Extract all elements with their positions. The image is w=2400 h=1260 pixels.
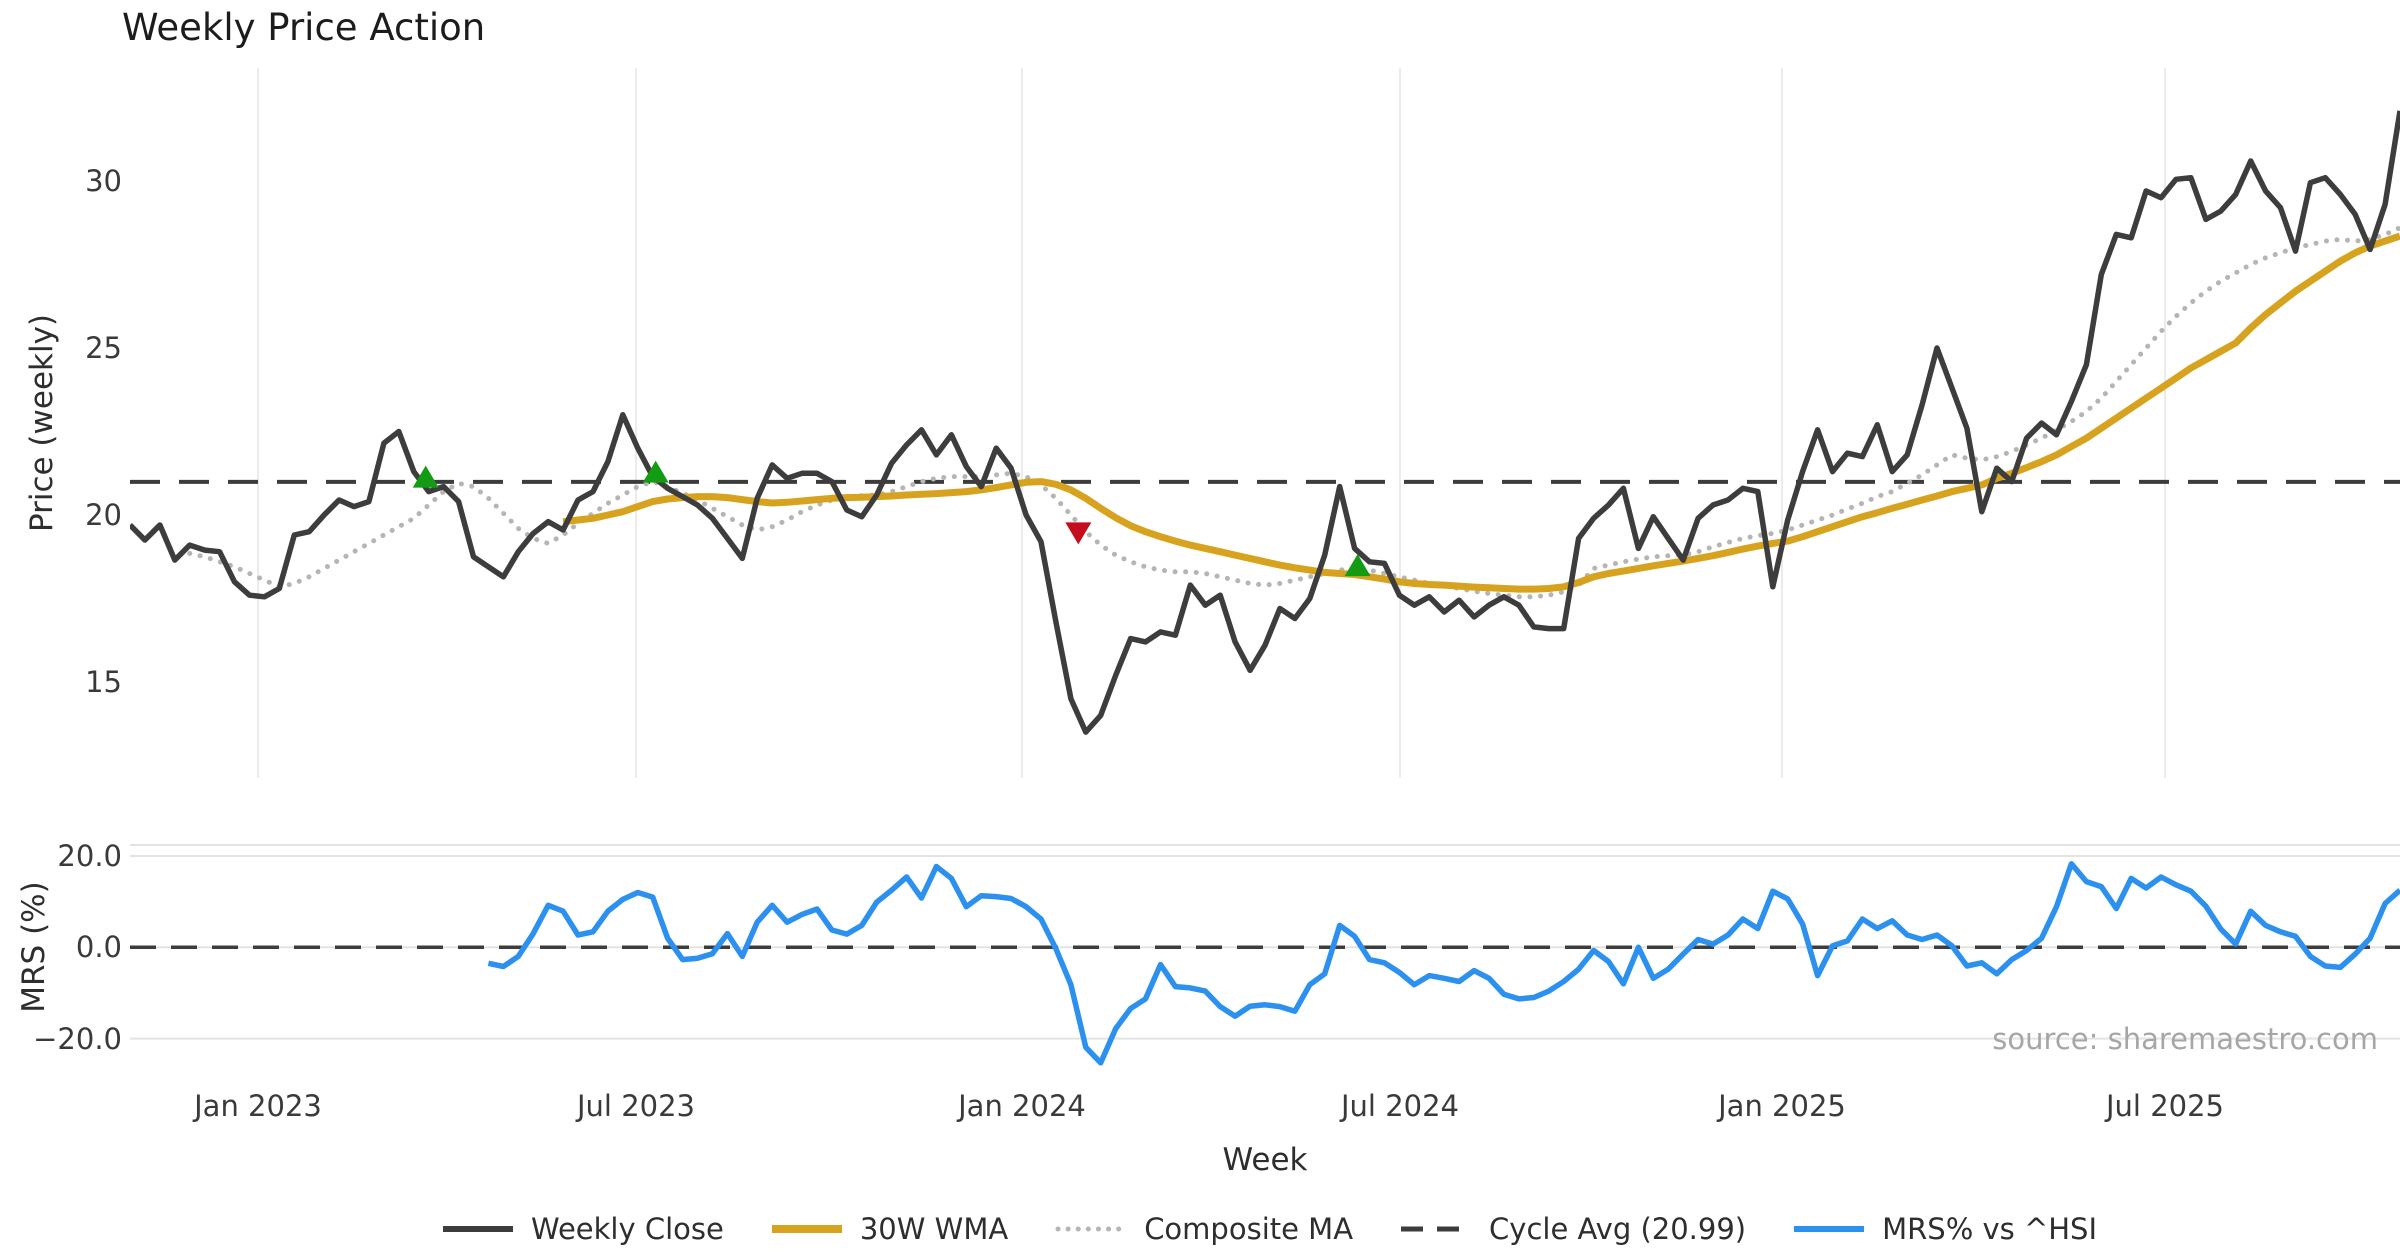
legend-item-composite-ma: Composite MA [1054, 1212, 1353, 1246]
legend: Weekly Close 30W WMA Composite MA Cycle … [0, 1212, 2400, 1246]
wma-line-icon [771, 1225, 842, 1233]
price-y-tick-label: 25 [85, 331, 122, 365]
price-y-tick-label: 30 [85, 164, 122, 198]
legend-label: MRS% vs ^HSI [1882, 1212, 2098, 1246]
x-tick-label: Jul 2025 [2105, 1089, 2224, 1123]
mrs-y-tick-label: 20.0 [57, 839, 122, 873]
legend-label: Composite MA [1144, 1212, 1354, 1246]
page-title: Weekly Price Action [122, 6, 486, 49]
legend-label: Cycle Avg (20.99) [1489, 1212, 1747, 1246]
legend-item-cycle-avg: Cycle Avg (20.99) [1399, 1212, 1746, 1246]
buy-signal-triangle [642, 460, 669, 483]
mrs-y-tick-label: −20.0 [33, 1021, 122, 1056]
x-axis-label: Week [1222, 1142, 1308, 1178]
x-tick-label: Jan 2025 [1718, 1089, 1846, 1123]
legend-label: 30W WMA [859, 1212, 1009, 1246]
composite-ma-dotted-line-icon [1055, 1226, 1129, 1232]
mrs-y-tick-label: 0.0 [75, 930, 122, 965]
y-axis-label-price: Price (weekly) [24, 313, 60, 533]
cycle-avg-dashed-line-icon [1401, 1226, 1472, 1232]
legend-item-mrs: MRS% vs ^HSI [1792, 1212, 2097, 1246]
mrs-line-icon [1794, 1226, 1865, 1232]
legend-label: Weekly Close [530, 1212, 724, 1246]
buy-signal-triangle [412, 465, 439, 488]
price-y-tick-label: 20 [85, 498, 122, 532]
price-y-tick-label: 15 [85, 665, 122, 699]
legend-item-30w-wma: 30W WMA [770, 1212, 1008, 1246]
sell-signal-triangle [1065, 522, 1092, 545]
legend-item-weekly-close: Weekly Close [441, 1212, 724, 1246]
buy-signal-triangle [1344, 554, 1371, 577]
weekly-close-line-icon [442, 1226, 513, 1232]
x-tick-label: Jan 2024 [958, 1089, 1086, 1123]
source-credit: source: sharemaestro.com [1992, 1022, 2378, 1056]
x-tick-label: Jul 2024 [1340, 1089, 1459, 1123]
x-tick-label: Jan 2023 [194, 1089, 322, 1123]
x-tick-label: Jul 2023 [576, 1089, 695, 1123]
